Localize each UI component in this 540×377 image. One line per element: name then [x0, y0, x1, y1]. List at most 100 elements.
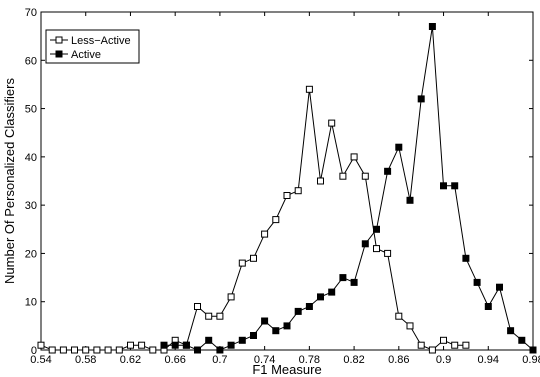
- data-point-less-active: [361, 172, 369, 180]
- data-point-less-active: [417, 341, 425, 349]
- legend-label-active: Active: [71, 49, 101, 61]
- data-point-less-active: [395, 312, 403, 320]
- data-point-active: [473, 278, 481, 286]
- data-point-active: [484, 303, 492, 310]
- data-point-active: [317, 293, 324, 301]
- series-layer: [37, 23, 537, 354]
- data-point-active: [238, 336, 246, 344]
- data-point-less-active: [115, 346, 123, 354]
- data-point-active: [171, 341, 179, 349]
- plot-area: [40, 11, 534, 351]
- legend: Less−Active Active: [45, 29, 140, 64]
- data-point-less-active: [317, 177, 324, 185]
- data-point-less-active: [272, 216, 280, 224]
- x-tick-label: 0.7: [212, 354, 227, 366]
- data-point-active: [250, 332, 257, 339]
- data-point-less-active: [238, 259, 246, 267]
- data-point-active: [216, 346, 224, 354]
- y-tick-label: 50: [25, 104, 37, 116]
- data-point-less-active: [283, 192, 291, 199]
- data-point-less-active: [127, 341, 134, 349]
- data-point-less-active: [339, 172, 347, 180]
- x-tick-label: 0.58: [75, 354, 96, 366]
- data-point-less-active: [294, 187, 302, 195]
- data-point-less-active: [93, 346, 101, 354]
- data-point-active: [417, 95, 425, 103]
- data-point-less-active: [250, 254, 257, 262]
- data-point-active: [305, 303, 313, 310]
- data-point-less-active: [406, 322, 414, 330]
- data-point-active: [283, 322, 291, 330]
- data-point-active: [205, 336, 213, 344]
- y-tick-label: 40: [25, 152, 37, 164]
- data-point-active: [328, 288, 336, 296]
- data-point-less-active: [350, 153, 358, 161]
- data-point-active: [440, 182, 447, 190]
- x-tick-label: 0.82: [343, 354, 364, 366]
- x-tick-label: 0.98: [522, 354, 540, 366]
- data-point-less-active: [138, 341, 146, 349]
- data-point-less-active: [194, 303, 201, 310]
- data-point-active: [272, 327, 280, 335]
- data-point-active: [518, 336, 526, 344]
- data-point-active: [507, 327, 515, 335]
- data-point-less-active: [305, 85, 313, 93]
- y-tick-label: 10: [25, 297, 37, 309]
- y-tick-label: 70: [25, 7, 37, 19]
- data-point-active: [529, 346, 537, 354]
- data-point-active: [294, 307, 302, 315]
- data-point-less-active: [328, 119, 336, 127]
- data-point-active: [339, 274, 347, 282]
- x-axis-title: F1 Measure: [252, 362, 321, 377]
- data-point-less-active: [71, 346, 78, 354]
- x-tick-label: 0.9: [436, 354, 451, 366]
- data-point-less-active: [373, 245, 380, 253]
- data-point-less-active: [37, 341, 45, 349]
- data-point-active: [227, 341, 235, 349]
- y-axis-title: Number Of Personalized Classifiers: [2, 78, 17, 284]
- y-tick-label: 30: [25, 200, 37, 212]
- x-tick-label: 0.62: [120, 354, 141, 366]
- y-tick-label: 20: [25, 248, 37, 260]
- data-point-active: [182, 341, 190, 349]
- x-tick-label: 0.86: [388, 354, 409, 366]
- data-point-less-active: [440, 336, 447, 344]
- data-point-active: [373, 225, 380, 233]
- data-point-less-active: [59, 346, 67, 354]
- data-point-less-active: [462, 341, 470, 349]
- data-point-less-active: [216, 312, 224, 320]
- legend-marker-active: [55, 50, 63, 58]
- legend-label-less-active: Less−Active: [71, 35, 131, 47]
- x-tick-label: 0.74: [254, 354, 275, 366]
- data-point-active: [384, 167, 392, 175]
- data-point-active: [451, 182, 459, 190]
- data-point-less-active: [104, 346, 112, 354]
- series-active: [160, 23, 537, 354]
- data-point-less-active: [205, 312, 213, 320]
- data-point-less-active: [48, 346, 56, 354]
- series-line-active: [164, 26, 534, 351]
- data-point-less-active: [82, 346, 90, 354]
- data-point-active: [361, 240, 369, 248]
- legend-marker-less-active: [55, 36, 63, 44]
- data-point-active: [261, 317, 269, 325]
- data-point-active: [496, 283, 503, 291]
- y-tick-label: 60: [25, 55, 37, 67]
- data-point-active: [428, 23, 436, 30]
- x-tick-label: 0.66: [164, 354, 185, 366]
- data-point-active: [194, 346, 201, 354]
- data-point-active: [350, 278, 358, 286]
- x-tick-label: 0.54: [30, 354, 51, 366]
- x-tick-label: 0.78: [299, 354, 320, 366]
- y-tick-label: 0: [31, 345, 37, 357]
- data-point-less-active: [384, 249, 392, 257]
- data-point-less-active: [451, 341, 459, 349]
- data-point-less-active: [261, 230, 269, 238]
- data-point-active: [395, 143, 403, 151]
- data-point-active: [406, 196, 414, 204]
- axis-ticks: 0.54 0.58 0.62 0.66 0.7 0.74 0.78 0.82 0.86 0.9 0.…: [25, 7, 540, 366]
- data-point-less-active: [227, 293, 235, 301]
- data-point-less-active: [149, 346, 157, 354]
- series-less-active: [37, 85, 470, 354]
